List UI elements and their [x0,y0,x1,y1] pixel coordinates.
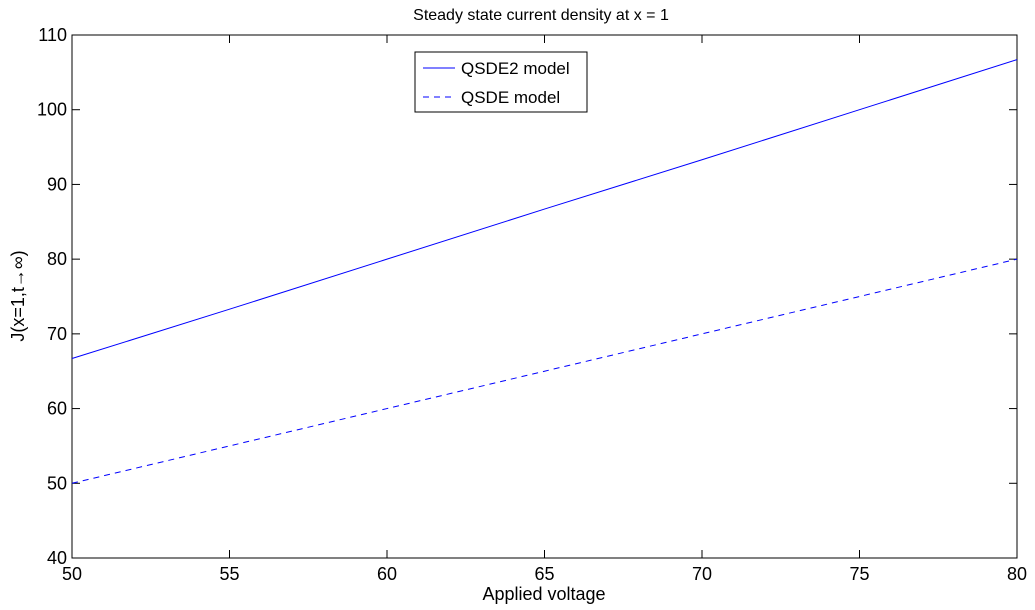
x-tick-label: 55 [219,564,239,584]
x-tick-label: 80 [1007,564,1027,584]
y-tick-label: 90 [47,174,67,194]
y-tick-label: 70 [47,324,67,344]
y-tick-label: 80 [47,249,67,269]
y-tick-label: 110 [38,25,67,45]
legend-box [414,51,588,113]
plot-frame [71,34,1018,559]
legend-label-2: QSDE model [461,88,560,107]
legend-label-1: QSDE2 model [461,59,570,78]
y-tick-label: 100 [37,100,67,120]
x-tick-label: 65 [534,564,554,584]
series-layer [71,59,1018,484]
x-axis-title: Applied voltage [482,584,605,604]
y-tick-label: 50 [47,473,67,493]
y-tick-label: 40 [47,548,67,568]
series-line-1 [71,59,1018,359]
x-tick-label: 50 [62,564,82,584]
x-tick-label: 75 [849,564,869,584]
x-tick-label: 70 [692,564,712,584]
series-line-2 [71,258,1018,484]
legend: QSDE2 model QSDE model [414,51,588,113]
chart-title: Steady state current density at x = 1 [413,7,669,24]
y-tick-label: 60 [47,399,67,419]
x-tick-label: 60 [377,564,397,584]
y-axis-title: J(x=1,t→∞) [8,250,28,341]
